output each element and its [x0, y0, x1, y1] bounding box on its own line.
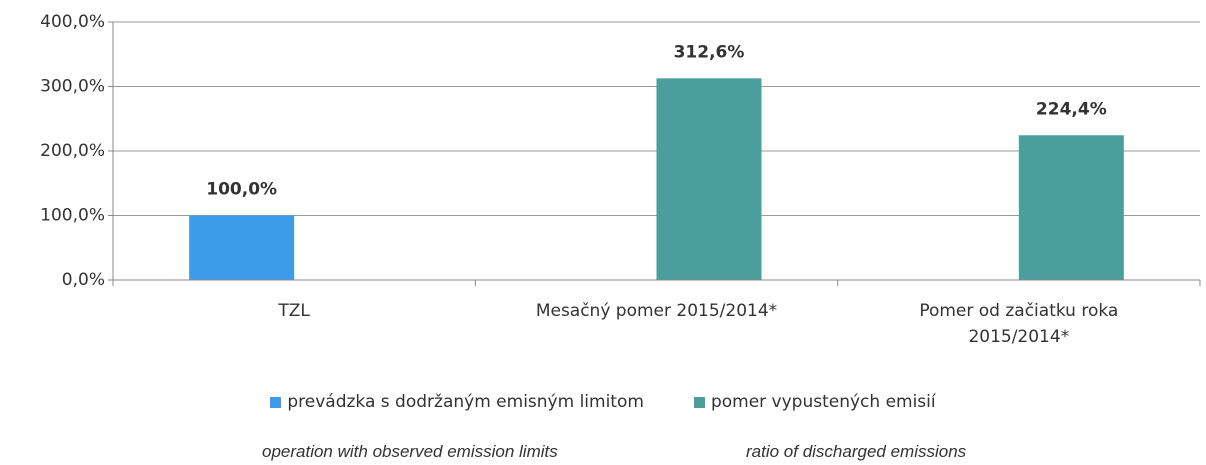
x-tick-label: Pomer od začiatku roka 2015/2014*: [919, 301, 1119, 347]
y-tick-label: 400,0%: [40, 12, 105, 32]
bar: [1018, 135, 1124, 280]
y-tick-label: 0,0%: [62, 270, 105, 290]
x-tick-label: TZL: [278, 301, 310, 321]
bar: [656, 78, 762, 280]
legend-item: pomer vypustených emisií: [693, 392, 936, 412]
annotation: ratio of discharged emissions: [746, 442, 967, 461]
x-tick-label: Mesačný pomer 2015/2014*: [535, 301, 778, 321]
legend-swatch: [270, 396, 282, 408]
legend-label: pomer vypustených emisií: [710, 392, 936, 412]
annotation: operation with observed emission limits: [262, 442, 558, 461]
legend-swatch: [693, 396, 705, 408]
bar: [189, 215, 295, 280]
data-label: 224,4%: [1036, 99, 1107, 119]
data-label: 312,6%: [674, 42, 745, 62]
y-tick-label: 100,0%: [40, 206, 105, 226]
y-tick-label: 300,0%: [40, 77, 105, 97]
data-label: 100,0%: [206, 180, 277, 200]
legend: prevádzka s dodržaným emisným limitom pom…: [0, 392, 1206, 412]
y-tick-label: 200,0%: [40, 141, 105, 161]
legend-item: prevádzka s dodržaným emisným limitom: [270, 392, 644, 412]
legend-label: prevádzka s dodržaným emisným limitom: [287, 392, 644, 412]
